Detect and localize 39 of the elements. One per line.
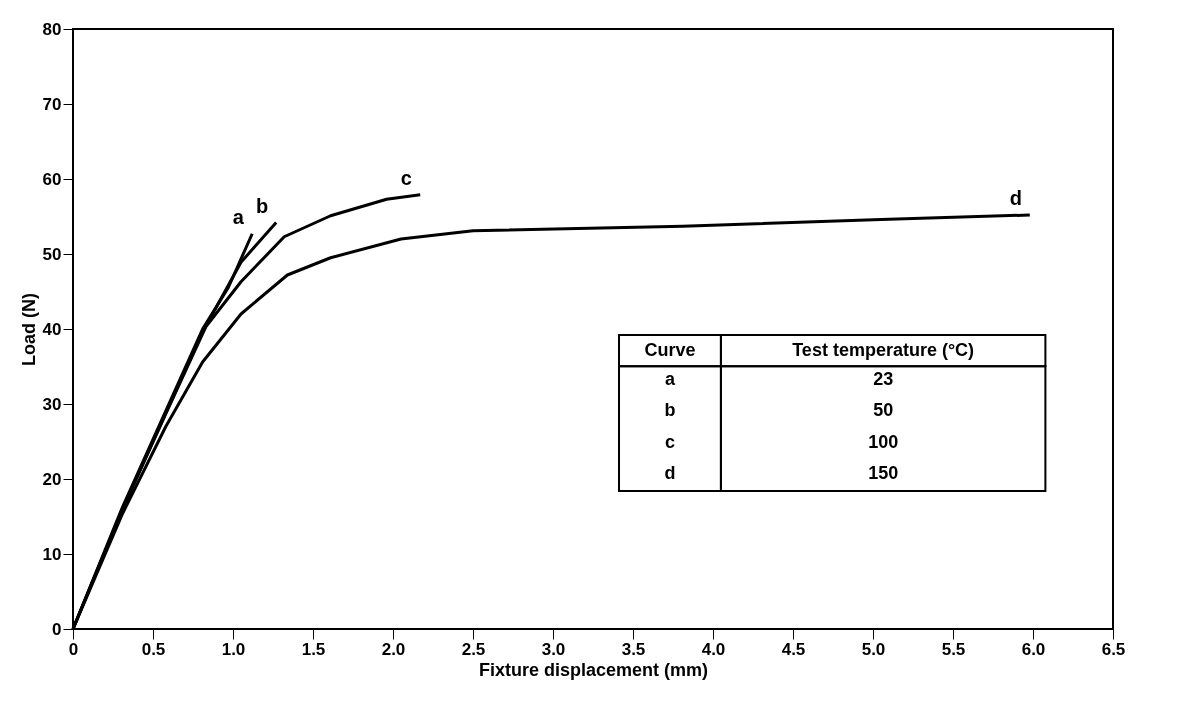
- x-tick-label: 0: [68, 639, 79, 659]
- x-tick-label: 4.0: [701, 639, 726, 659]
- x-tick-label: 2.5: [461, 639, 486, 659]
- y-tick-label: 0: [52, 619, 62, 639]
- text: b: [664, 400, 676, 421]
- series-label: d: [1009, 187, 1022, 209]
- y-tick-label: 70: [42, 94, 62, 114]
- x-tick-label: 3.5: [621, 639, 646, 659]
- x-tick-label: 1.5: [301, 639, 326, 659]
- annotation: 23: [873, 369, 894, 390]
- x-tick-label: 1.0: [221, 639, 246, 659]
- x-tick-label: 5.0: [861, 639, 886, 659]
- y-tick-label: 50: [42, 244, 62, 264]
- text: d: [664, 462, 676, 483]
- annotation: 100: [868, 431, 899, 452]
- text: a: [664, 369, 675, 390]
- x-tick-label: 5.5: [941, 639, 966, 659]
- y-tick-label: 30: [42, 394, 62, 414]
- x-tick-label: 6.0: [1021, 639, 1046, 659]
- series-label: c: [400, 166, 412, 189]
- text: c: [664, 431, 675, 452]
- y-tick-label: 40: [42, 319, 62, 339]
- x-tick-label: 4.5: [781, 639, 806, 659]
- annotation: 150: [868, 462, 899, 483]
- y-tick-label: 60: [42, 169, 62, 189]
- series-label: b: [256, 194, 269, 217]
- annotation: 50: [873, 400, 894, 421]
- annotation: Test temperature (°C): [792, 339, 975, 360]
- x-tick-label: 3.0: [541, 639, 566, 659]
- y-tick-label: 20: [42, 469, 62, 489]
- series-label: a: [232, 205, 245, 228]
- y-axis-title: Load (N): [18, 293, 39, 366]
- y-tick-label: 80: [42, 19, 62, 39]
- x-tick-label: 6.5: [1101, 639, 1126, 659]
- x-axis-title: Fixture displacement (mm): [478, 659, 709, 680]
- y-tick-label: 10: [42, 544, 62, 564]
- annotation: Curve: [644, 339, 696, 360]
- x-tick-label: 2.0: [381, 639, 406, 659]
- x-tick-label: 0.5: [141, 639, 166, 659]
